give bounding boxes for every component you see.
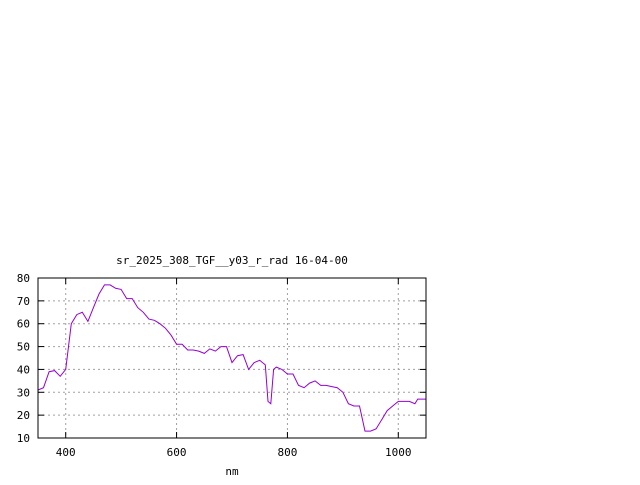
y-tick-label: 40	[17, 363, 30, 376]
x-tick-label: 1000	[385, 446, 412, 459]
series-line	[37, 284, 426, 432]
x-axis-label: nm	[225, 465, 239, 478]
y-tick-label: 50	[17, 341, 30, 354]
x-tick-label: 400	[56, 446, 76, 459]
y-tick-label: 30	[17, 386, 30, 399]
y-tick-label: 10	[17, 432, 30, 445]
plot-frame	[37, 277, 427, 439]
y-tick-label: 80	[17, 272, 30, 285]
x-tick-label: 600	[167, 446, 187, 459]
x-tick-label: 800	[277, 446, 297, 459]
chart-title: sr_2025_308_TGF__y03_r_rad 16-04-00	[116, 254, 348, 267]
y-tick-label: 70	[17, 295, 30, 308]
y-tick-label: 60	[17, 318, 30, 331]
y-tick-label: 20	[17, 409, 30, 422]
